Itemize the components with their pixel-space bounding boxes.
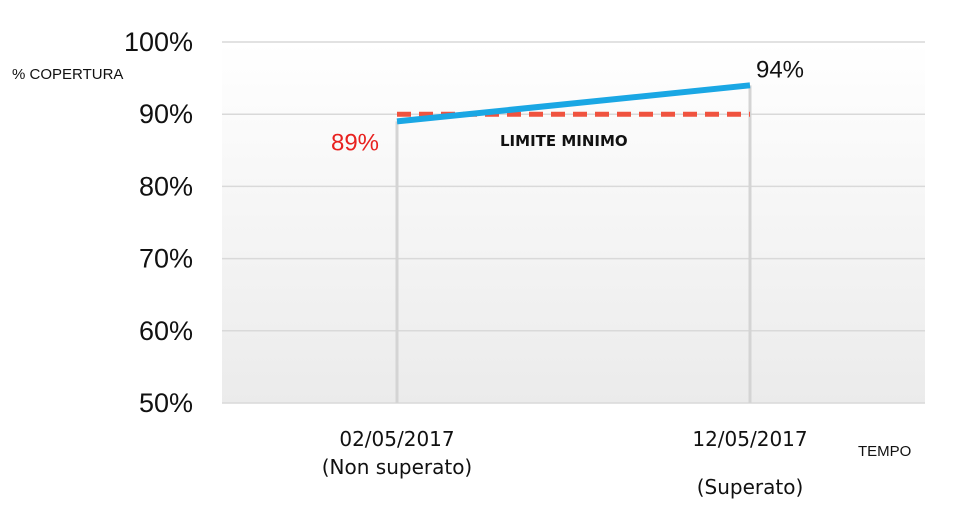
y-tick-label-70: 70% [139, 244, 193, 274]
y-axis-label: % COPERTURA [12, 66, 123, 83]
y-axis-ticks: 50% 60% 70% 80% 90% 100% [124, 27, 193, 418]
series-line-0 [396, 82, 751, 125]
x-axis-ticks: 02/05/2017 (Non superato) 12/05/2017 (Super… [322, 427, 808, 499]
x-tick-sublabel-1: (Superato) [697, 475, 804, 499]
series [396, 82, 751, 125]
data-label-1: 94% [756, 56, 804, 83]
limit-annotation: LIMITE MINIMO [500, 132, 628, 150]
plot-area [222, 42, 925, 403]
category-drop-lines [395, 85, 752, 403]
data-label-0: 89% [331, 129, 379, 156]
y-tick-label-50: 50% [139, 388, 193, 418]
y-tick-label-90: 90% [139, 99, 193, 129]
x-tick-sublabel-0: (Non superato) [322, 455, 473, 479]
y-tick-label-80: 80% [139, 171, 193, 201]
x-axis-label: TEMPO [858, 443, 911, 460]
y-tick-label-100: 100% [124, 27, 193, 57]
x-tick-label-1: 12/05/2017 [692, 427, 807, 451]
x-tick-label-0: 02/05/2017 [339, 427, 454, 451]
data-labels: 89% 94% [331, 56, 804, 156]
y-tick-label-60: 60% [139, 316, 193, 346]
